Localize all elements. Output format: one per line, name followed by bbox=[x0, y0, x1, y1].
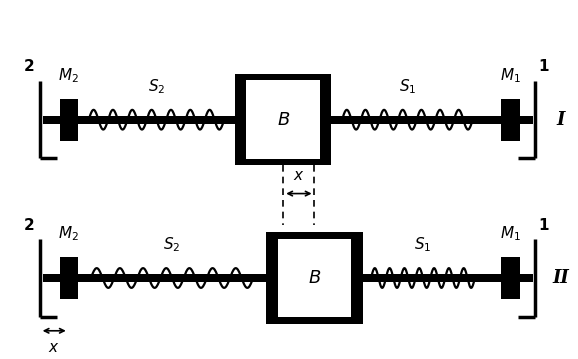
Text: $S_2$: $S_2$ bbox=[164, 236, 181, 254]
Bar bbox=[502, 257, 520, 299]
Text: $M_2$: $M_2$ bbox=[58, 66, 79, 84]
Bar bbox=[520, 116, 532, 123]
Text: $S_2$: $S_2$ bbox=[148, 77, 165, 96]
Bar bbox=[43, 274, 60, 282]
Text: 1: 1 bbox=[538, 218, 549, 233]
Bar bbox=[43, 116, 60, 123]
Text: $B$: $B$ bbox=[277, 111, 290, 129]
Text: $x$: $x$ bbox=[49, 341, 60, 355]
Text: $x$: $x$ bbox=[293, 169, 305, 183]
Bar bbox=[60, 99, 77, 141]
Text: II: II bbox=[553, 269, 569, 287]
Text: $M_2$: $M_2$ bbox=[58, 224, 79, 243]
Bar bbox=[520, 274, 532, 282]
Text: $M_1$: $M_1$ bbox=[500, 224, 521, 243]
Text: 2: 2 bbox=[23, 218, 34, 233]
Bar bbox=[502, 99, 520, 141]
Text: $S_1$: $S_1$ bbox=[414, 236, 432, 254]
Text: I: I bbox=[557, 111, 565, 129]
Bar bbox=[246, 80, 320, 159]
Bar bbox=[77, 116, 235, 123]
Text: $S_1$: $S_1$ bbox=[399, 77, 416, 96]
Bar bbox=[332, 116, 502, 123]
Bar bbox=[77, 274, 266, 282]
Text: $M_1$: $M_1$ bbox=[500, 66, 521, 84]
Bar bbox=[266, 232, 362, 324]
Text: 2: 2 bbox=[23, 60, 34, 74]
Text: $B$: $B$ bbox=[308, 269, 321, 287]
Bar bbox=[362, 274, 502, 282]
Bar bbox=[60, 257, 77, 299]
Bar bbox=[235, 74, 332, 165]
Text: 1: 1 bbox=[538, 60, 549, 74]
Bar bbox=[277, 239, 351, 317]
